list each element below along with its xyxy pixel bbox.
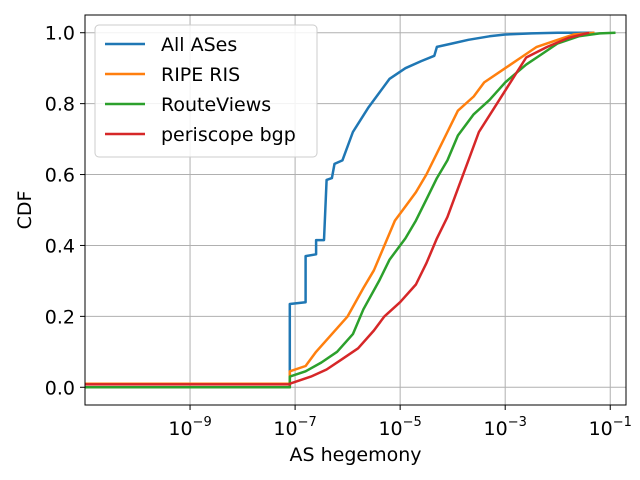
- legend-entry: All ASes: [161, 34, 237, 56]
- series-line: [85, 31, 590, 386]
- legend-entry: RIPE RIS: [161, 64, 240, 86]
- legend-entry: periscope bgp: [161, 124, 296, 146]
- series-lines: [85, 31, 616, 389]
- axis-ticks: 10−9 10−7 10−5 10−3 10−1 0.0 0.2 0.4 0.6 0.8 1.0: [45, 23, 632, 440]
- y-tick-label: 0.0: [45, 377, 75, 399]
- x-tick-label: 10−9: [168, 415, 211, 440]
- x-tick-label: 10−5: [378, 415, 421, 440]
- series-line: [85, 31, 616, 389]
- x-tick-label: 10−7: [273, 415, 316, 440]
- legend-entry: RouteViews: [161, 94, 271, 116]
- x-tick-label: 10−1: [589, 415, 632, 440]
- series-line: [85, 31, 595, 385]
- legend: All ASes RIPE RIS RouteViews periscope bgp: [94, 24, 318, 158]
- y-tick-label: 0.8: [45, 94, 75, 116]
- series-line: [85, 31, 595, 389]
- x-tick-label: 10−3: [484, 415, 527, 440]
- y-tick-label: 1.0: [45, 23, 75, 45]
- y-axis-label: CDF: [14, 191, 36, 230]
- y-tick-label: 0.2: [45, 306, 75, 328]
- y-tick-label: 0.6: [45, 165, 75, 187]
- y-tick-label: 0.4: [45, 235, 75, 257]
- legend-box: [94, 24, 318, 158]
- x-axis-label: AS hegemony: [290, 444, 422, 466]
- plot-frame: [84, 14, 627, 406]
